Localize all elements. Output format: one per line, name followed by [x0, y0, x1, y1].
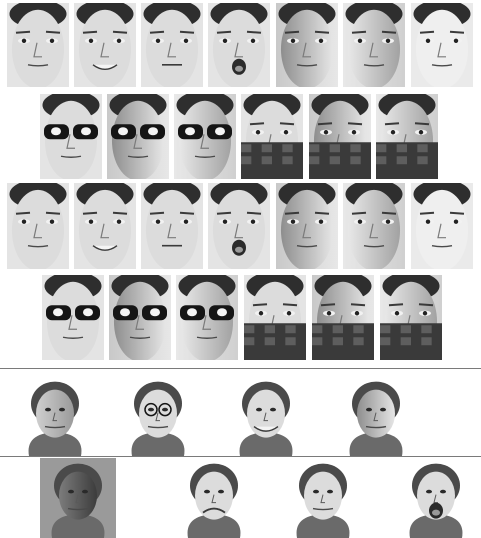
ar-face-photo — [40, 94, 102, 179]
face-drawing — [42, 275, 104, 360]
yale-face-photo — [398, 458, 474, 538]
face-drawing — [176, 458, 252, 538]
ar-face-photo — [411, 183, 473, 269]
face-drawing — [376, 94, 438, 179]
face-drawing — [40, 458, 116, 538]
yale-face-photo — [176, 458, 252, 538]
ar-face-photo — [7, 183, 69, 269]
ar-face-photo — [42, 275, 104, 360]
ar-face-photo — [109, 275, 171, 360]
ar-face-photo — [343, 183, 405, 269]
face-drawing — [338, 376, 414, 456]
ar-face-photo — [74, 3, 136, 87]
ar-face-photo — [7, 3, 69, 87]
face-drawing — [411, 3, 473, 87]
ar-face-photo — [107, 94, 169, 179]
face-drawing — [141, 3, 203, 87]
face-drawing — [7, 3, 69, 87]
face-drawing — [380, 275, 442, 360]
ar-face-photo — [176, 275, 238, 360]
face-drawing — [411, 183, 473, 269]
ar-face-photo — [244, 275, 306, 360]
ar-face-photo — [411, 3, 473, 87]
face-drawing — [312, 275, 374, 360]
face-drawing — [276, 3, 338, 87]
ar-face-photo — [276, 3, 338, 87]
face-drawing — [109, 275, 171, 360]
ar-face-photo — [376, 94, 438, 179]
face-drawing — [176, 275, 238, 360]
ar-face-photo — [208, 183, 270, 269]
yale-face-photo — [17, 376, 93, 456]
face-drawing — [74, 3, 136, 87]
ar-face-photo — [141, 183, 203, 269]
face-drawing — [276, 183, 338, 269]
face-drawing — [74, 183, 136, 269]
face-drawing — [343, 3, 405, 87]
face-drawing — [208, 3, 270, 87]
ar-face-photo — [241, 94, 303, 179]
face-drawing — [309, 94, 371, 179]
face-drawing — [17, 376, 93, 456]
yale-face-photo — [228, 376, 304, 456]
ar-face-photo — [276, 183, 338, 269]
ar-face-photo — [141, 3, 203, 87]
ar-face-photo — [343, 3, 405, 87]
row-divider — [0, 368, 481, 369]
row-divider — [0, 456, 481, 457]
face-drawing — [228, 376, 304, 456]
ar-face-photo — [208, 3, 270, 87]
face-drawing — [40, 94, 102, 179]
yale-face-photo — [120, 376, 196, 456]
ar-face-photo — [309, 94, 371, 179]
ar-face-photo — [312, 275, 374, 360]
face-drawing — [398, 458, 474, 538]
face-drawing — [107, 94, 169, 179]
face-drawing — [285, 458, 361, 538]
yale-face-photo — [40, 458, 116, 538]
face-drawing — [120, 376, 196, 456]
face-drawing — [244, 275, 306, 360]
ar-face-photo — [174, 94, 236, 179]
face-drawing — [174, 94, 236, 179]
face-drawing — [241, 94, 303, 179]
face-drawing — [343, 183, 405, 269]
yale-face-photo — [338, 376, 414, 456]
ar-face-photo — [380, 275, 442, 360]
face-drawing — [141, 183, 203, 269]
yale-face-photo — [285, 458, 361, 538]
ar-face-photo — [74, 183, 136, 269]
face-drawing — [7, 183, 69, 269]
face-drawing — [208, 183, 270, 269]
